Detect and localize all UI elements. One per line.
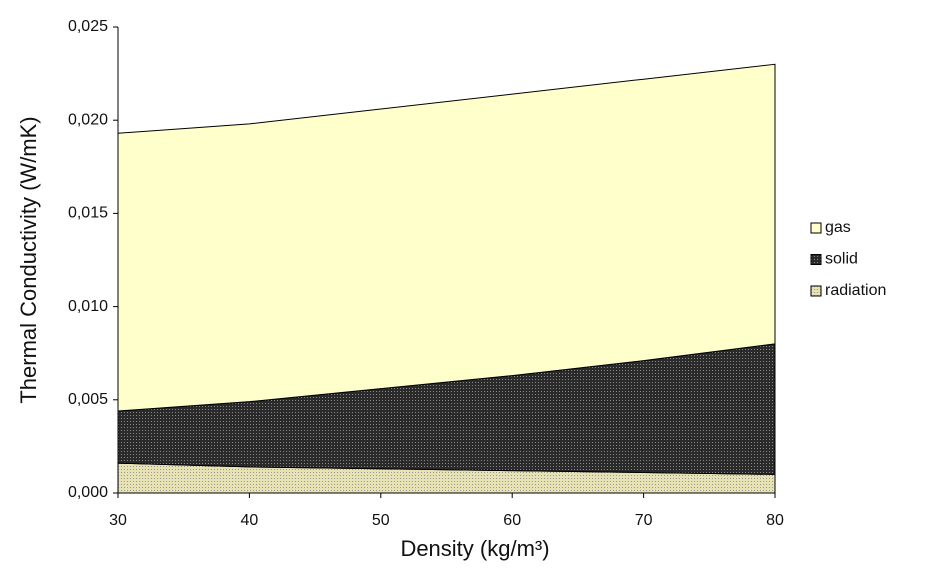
legend-swatch <box>810 254 822 265</box>
x-tick-label: 80 <box>766 512 784 529</box>
y-axis-title: Thermal Conductivity (W/mK) <box>16 116 41 403</box>
y-tick-label: 0,010 <box>68 298 108 315</box>
y-tick-label: 0,000 <box>68 484 108 501</box>
x-tick-label: 30 <box>109 512 127 529</box>
x-axis-title: Density (kg/m³) <box>400 536 549 561</box>
legend-label: gas <box>825 219 851 236</box>
legend-label: solid <box>825 251 858 268</box>
x-tick-label: 60 <box>503 512 521 529</box>
y-tick-label: 0,025 <box>68 18 108 35</box>
legend-swatch <box>810 222 822 234</box>
y-tick-label: 0,005 <box>68 391 108 408</box>
y-tick-label: 0,015 <box>68 205 108 222</box>
x-tick-label: 70 <box>635 512 653 529</box>
x-tick-label: 40 <box>241 512 259 529</box>
x-tick-label: 50 <box>372 512 390 529</box>
legend-swatch <box>810 285 822 297</box>
y-tick-label: 0,020 <box>68 111 108 128</box>
area <box>117 63 776 412</box>
legend-label: radiation <box>825 282 886 299</box>
